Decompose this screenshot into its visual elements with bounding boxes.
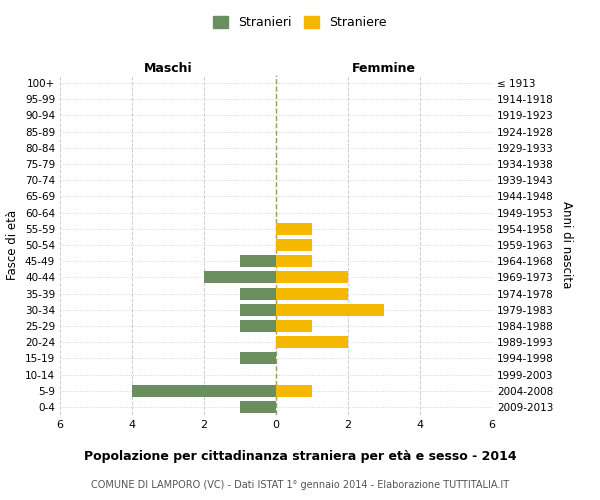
Bar: [276, 288, 348, 300]
Legend: Stranieri, Straniere: Stranieri, Straniere: [208, 11, 392, 34]
Text: COMUNE DI LAMPORO (VC) - Dati ISTAT 1° gennaio 2014 - Elaborazione TUTTITALIA.IT: COMUNE DI LAMPORO (VC) - Dati ISTAT 1° g…: [91, 480, 509, 490]
Bar: [276, 320, 312, 332]
Bar: [276, 255, 312, 268]
Bar: [240, 352, 276, 364]
Bar: [240, 304, 276, 316]
Bar: [276, 239, 312, 251]
Text: Popolazione per cittadinanza straniera per età e sesso - 2014: Popolazione per cittadinanza straniera p…: [83, 450, 517, 463]
Bar: [240, 401, 276, 413]
Text: Femmine: Femmine: [352, 62, 416, 75]
Bar: [276, 304, 384, 316]
Bar: [276, 222, 312, 235]
Y-axis label: Anni di nascita: Anni di nascita: [560, 202, 573, 288]
Bar: [132, 384, 276, 397]
Bar: [240, 255, 276, 268]
Bar: [240, 288, 276, 300]
Bar: [276, 336, 348, 348]
Bar: [276, 384, 312, 397]
Bar: [240, 320, 276, 332]
Bar: [204, 272, 276, 283]
Bar: [276, 272, 348, 283]
Text: Maschi: Maschi: [143, 62, 193, 75]
Y-axis label: Fasce di età: Fasce di età: [7, 210, 19, 280]
